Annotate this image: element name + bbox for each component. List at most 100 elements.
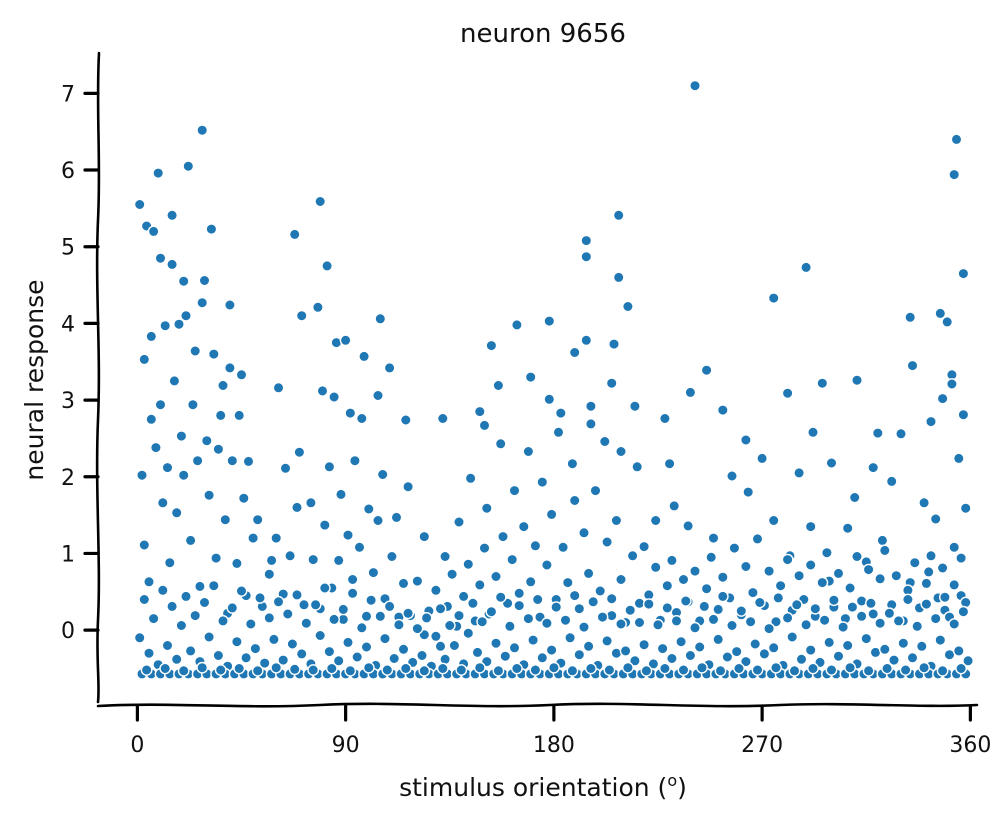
data-point bbox=[865, 597, 877, 610]
data-point bbox=[804, 559, 817, 571]
data-point bbox=[918, 496, 930, 509]
data-point bbox=[821, 546, 833, 559]
data-point bbox=[531, 593, 544, 606]
data-point bbox=[543, 393, 556, 406]
data-point bbox=[485, 605, 498, 618]
data-point bbox=[823, 636, 836, 649]
data-point bbox=[948, 168, 961, 181]
data-point bbox=[286, 638, 299, 650]
x-tick-label: 180 bbox=[533, 733, 575, 758]
data-point bbox=[925, 415, 937, 428]
data-point bbox=[434, 602, 447, 615]
data-point bbox=[372, 514, 384, 527]
data-point bbox=[453, 609, 465, 622]
data-point bbox=[184, 645, 197, 657]
data-point bbox=[564, 631, 576, 644]
data-point bbox=[608, 338, 620, 350]
data-point bbox=[767, 292, 780, 304]
data-point bbox=[629, 654, 641, 667]
data-point bbox=[180, 309, 192, 322]
data-point bbox=[860, 632, 873, 645]
data-point bbox=[288, 228, 301, 241]
data-point bbox=[578, 526, 590, 539]
data-point bbox=[455, 664, 468, 676]
data-point bbox=[154, 252, 167, 265]
y-tick-label: 2 bbox=[61, 466, 75, 491]
data-point bbox=[466, 597, 479, 610]
data-point bbox=[180, 590, 192, 603]
data-point bbox=[638, 638, 650, 651]
data-point bbox=[568, 346, 581, 359]
data-point bbox=[948, 579, 961, 591]
data-point bbox=[962, 654, 974, 667]
data-point bbox=[497, 530, 509, 543]
data-point bbox=[166, 600, 179, 613]
data-point bbox=[828, 594, 840, 607]
data-point bbox=[950, 133, 963, 146]
data-point bbox=[314, 195, 327, 208]
data-point bbox=[615, 445, 627, 458]
y-tick-label: 1 bbox=[61, 542, 75, 567]
data-point bbox=[952, 452, 965, 465]
data-point bbox=[677, 573, 690, 586]
data-point bbox=[908, 556, 921, 569]
data-point bbox=[689, 79, 701, 92]
data-point bbox=[392, 618, 405, 631]
data-point bbox=[626, 549, 639, 562]
data-point bbox=[321, 259, 333, 272]
data-point bbox=[939, 591, 951, 604]
data-point bbox=[494, 437, 507, 450]
data-point bbox=[154, 398, 167, 411]
data-point bbox=[374, 610, 387, 623]
data-point bbox=[957, 408, 970, 421]
data-point bbox=[598, 435, 611, 448]
data-point bbox=[230, 557, 243, 570]
data-point bbox=[295, 648, 308, 660]
data-point bbox=[166, 209, 179, 222]
data-point bbox=[503, 620, 516, 633]
data-point bbox=[156, 584, 169, 597]
data-point bbox=[189, 609, 202, 622]
data-point bbox=[677, 664, 690, 676]
data-point bbox=[323, 645, 336, 658]
data-point bbox=[878, 544, 891, 557]
data-point bbox=[226, 602, 239, 614]
data-point bbox=[325, 662, 338, 675]
x-axis-label-degree: o bbox=[667, 771, 677, 790]
data-point bbox=[700, 364, 713, 377]
data-point bbox=[254, 592, 266, 604]
data-point bbox=[536, 476, 549, 488]
y-tick-label: 6 bbox=[61, 159, 75, 184]
data-point bbox=[332, 554, 345, 567]
data-point bbox=[374, 312, 387, 325]
data-point bbox=[580, 234, 593, 247]
data-point bbox=[716, 590, 729, 603]
data-point bbox=[462, 558, 475, 571]
data-point bbox=[885, 475, 898, 488]
data-point bbox=[781, 553, 794, 566]
data-point bbox=[832, 567, 845, 580]
data-point bbox=[196, 296, 209, 309]
data-point bbox=[522, 445, 535, 458]
data-point bbox=[610, 514, 623, 527]
data-point bbox=[291, 501, 303, 514]
data-point bbox=[388, 652, 401, 665]
data-point bbox=[184, 534, 197, 547]
data-point bbox=[344, 407, 357, 419]
data-point bbox=[247, 532, 260, 544]
data-point bbox=[513, 587, 526, 600]
data-point bbox=[851, 374, 863, 387]
data-point bbox=[284, 549, 296, 562]
data-point bbox=[360, 610, 373, 623]
data-point bbox=[707, 532, 720, 544]
data-point bbox=[920, 577, 933, 590]
data-point bbox=[622, 661, 634, 674]
data-point bbox=[952, 645, 965, 657]
data-point bbox=[605, 377, 618, 390]
data-point bbox=[740, 560, 752, 573]
data-point bbox=[492, 664, 505, 677]
data-point bbox=[473, 405, 486, 418]
data-point bbox=[902, 593, 914, 606]
data-point bbox=[318, 519, 331, 531]
data-point bbox=[663, 457, 676, 470]
